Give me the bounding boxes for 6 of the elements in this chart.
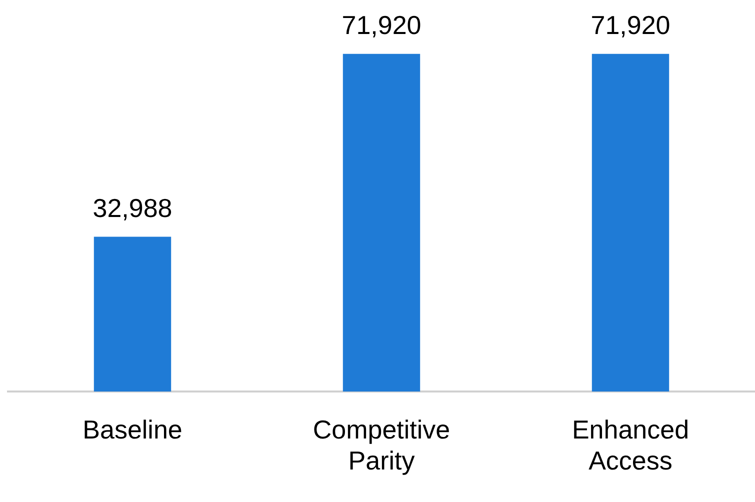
x-tick-label: Baseline xyxy=(82,414,182,444)
data-label: 32,988 xyxy=(92,192,172,223)
x-tick-label: Competitive Parity xyxy=(312,414,450,476)
data-label: 71,920 xyxy=(590,10,670,40)
x-tick-label: Enhanced Access xyxy=(572,414,690,476)
data-label: 71,920 xyxy=(342,10,422,40)
